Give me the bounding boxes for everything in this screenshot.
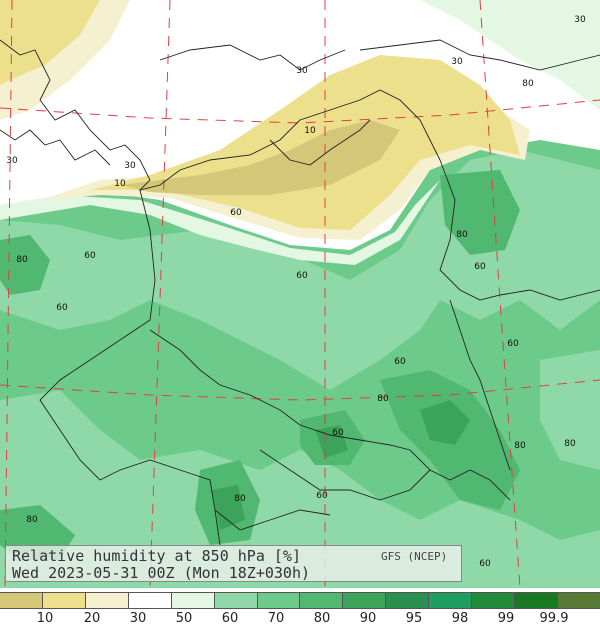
colorbar-segment bbox=[257, 593, 301, 608]
model-source: GFS (NCEP) bbox=[381, 550, 448, 563]
humidity-map: 30 30 30 10 30 10 30 60 60 80 60 60 80 60 60 60 80 60 80 80… bbox=[0, 0, 600, 588]
contour-label: 60 bbox=[332, 428, 344, 438]
colorbar-segment bbox=[214, 593, 258, 608]
field-60-light-north bbox=[420, 0, 600, 110]
colorbar-segment bbox=[42, 593, 86, 608]
contour-label: 60 bbox=[394, 357, 406, 367]
contour-label: 30 bbox=[296, 66, 308, 76]
contour-label: 80 bbox=[234, 494, 246, 504]
colorbar-tick-label: 95 bbox=[405, 611, 423, 626]
colorbar-segment bbox=[386, 593, 430, 608]
colorbar-segment bbox=[557, 593, 600, 608]
contour-label: 60 bbox=[296, 271, 308, 281]
colorbar-segment bbox=[171, 593, 215, 608]
colorbar-segment bbox=[128, 593, 172, 608]
contour-label: 80 bbox=[16, 255, 28, 265]
colorbar-segment bbox=[0, 593, 43, 608]
colorbar-tick-label: 90 bbox=[359, 611, 377, 626]
contour-label: 80 bbox=[514, 441, 526, 451]
field-80-90-c bbox=[0, 235, 50, 295]
contour-label: 80 bbox=[26, 515, 38, 525]
field-90-95-h bbox=[315, 425, 348, 458]
colorbar-tick-label: 50 bbox=[175, 611, 193, 626]
colorbar-tick-label: 70 bbox=[267, 611, 285, 626]
colorbar-tick-label: 30 bbox=[129, 611, 147, 626]
contour-label: 30 bbox=[451, 57, 463, 67]
contour-label: 80 bbox=[522, 79, 534, 89]
field-80-90-d bbox=[440, 170, 520, 255]
map-svg: 30 30 30 10 30 10 30 60 60 80 60 60 80 60 60 60 80 60 80 80… bbox=[0, 0, 600, 588]
contour-label: 10 bbox=[114, 179, 126, 189]
contour-label: 80 bbox=[564, 439, 576, 449]
colorbar-tick-label: 99 bbox=[497, 611, 515, 626]
colorbar-ticks: 10 20 30 50 60 70 80 90 95 98 99 99.9 bbox=[0, 611, 600, 631]
field-60-light-belt bbox=[0, 180, 440, 265]
contour-label: 30 bbox=[6, 156, 18, 166]
colorbar-tick-label: 80 bbox=[313, 611, 331, 626]
field-60-70-east bbox=[540, 350, 600, 470]
colorbar-segment bbox=[429, 593, 473, 608]
colorbar-segment bbox=[472, 593, 516, 608]
colorbar bbox=[0, 592, 600, 609]
contour-labels: 30 30 30 10 30 10 30 60 60 80 60 60 80 60 60 60 80 60 80 80… bbox=[6, 15, 586, 569]
contour-label: 80 bbox=[377, 394, 389, 404]
contour-label: 30 bbox=[574, 15, 586, 25]
contour-label: 60 bbox=[316, 491, 328, 501]
contour-label: 60 bbox=[84, 251, 96, 261]
colorbar-tick-label: 20 bbox=[83, 611, 101, 626]
field-90-95-i bbox=[212, 485, 245, 530]
field-10-20 bbox=[120, 120, 400, 195]
field-20-30-nw bbox=[0, 0, 100, 85]
map-title: Relative humidity at 850 hPa [%] bbox=[12, 547, 301, 565]
contour-label: 30 bbox=[124, 161, 136, 171]
map-title-box: Relative humidity at 850 hPa [%] Wed 202… bbox=[5, 545, 462, 582]
contour-label: 10 bbox=[304, 126, 316, 136]
colorbar-segment bbox=[343, 593, 387, 608]
contour-label: 60 bbox=[474, 262, 486, 272]
colorbar-segment bbox=[85, 593, 129, 608]
field-60-70-south bbox=[0, 390, 600, 588]
contour-label: 60 bbox=[56, 303, 68, 313]
field-90-95-g bbox=[420, 400, 470, 445]
colorbar-segment bbox=[300, 593, 344, 608]
colorbar-segment bbox=[515, 593, 558, 608]
borders bbox=[0, 39, 600, 546]
contour-label: 80 bbox=[456, 230, 468, 240]
contour-label: 60 bbox=[230, 208, 242, 218]
colorbar-tick-label: 10 bbox=[36, 611, 54, 626]
colorbar-tick-label: 98 bbox=[451, 611, 469, 626]
contour-label: 60 bbox=[479, 559, 491, 569]
map-valid-time: Wed 2023-05-31 00Z (Mon 18Z+030h) bbox=[12, 564, 311, 582]
contour-label: 60 bbox=[507, 339, 519, 349]
colorbar-tick-label: 99.9 bbox=[539, 611, 569, 626]
colorbar-tick-label: 60 bbox=[221, 611, 239, 626]
